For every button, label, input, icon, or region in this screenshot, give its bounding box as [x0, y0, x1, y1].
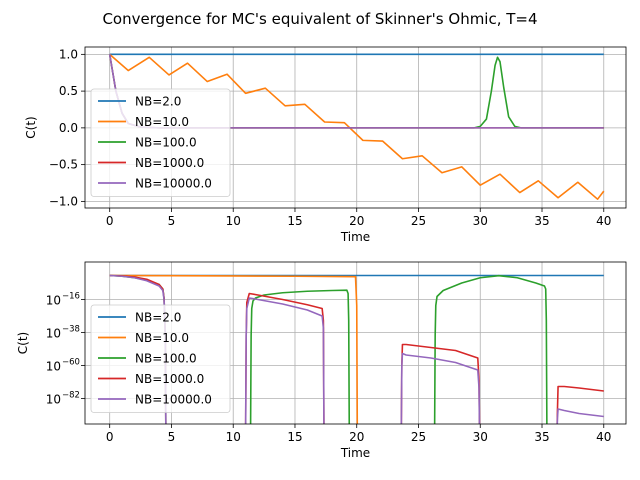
legend-entry-4: NB=10000.0: [135, 393, 212, 407]
x-axis-label: Time: [340, 446, 370, 460]
legend-entry-0: NB=2.0: [135, 95, 181, 109]
x-tick-label: 10: [226, 214, 241, 228]
x-tick-label: 35: [534, 214, 549, 228]
series-line-4: [109, 274, 604, 424]
y-axis-label: C(t): [16, 332, 30, 354]
y-tick-label-exponent: −38: [62, 325, 80, 335]
legend-entry-0: NB=2.0: [135, 311, 181, 325]
legend-box: [90, 304, 231, 413]
y-tick-label: 0.5: [59, 84, 78, 98]
axes-frame: [84, 261, 627, 425]
x-axis-label: Time: [340, 230, 370, 244]
x-tick-label: 20: [349, 430, 364, 444]
legend-entry-2: NB=100.0: [135, 352, 197, 366]
x-tick-label: 15: [287, 430, 302, 444]
x-tick-label: 35: [534, 430, 549, 444]
x-tick-label: 30: [473, 214, 488, 228]
y-tick-label-base: 10: [46, 294, 61, 308]
y-tick-label-exponent: −82: [62, 391, 80, 401]
y-tick-label: 1.0: [59, 47, 78, 61]
x-tick-label: 15: [287, 214, 302, 228]
y-tick-label-base: 10: [46, 393, 61, 407]
legend: NB=2.0 NB=10.0 NB=100.0 NB=1000.0 NB=10000.0: [90, 88, 231, 197]
figure-title: Convergence for MC's equivalent of Skinn…: [102, 10, 537, 28]
y-tick-label-exponent: −60: [62, 358, 80, 368]
legend-entry-1: NB=10.0: [135, 331, 189, 345]
legend-box: [90, 88, 231, 197]
series-line-1: [109, 274, 359, 424]
x-tick-label: 5: [168, 430, 176, 444]
legend-entry-1: NB=10.0: [135, 115, 189, 129]
y-tick-label: −1.0: [49, 194, 78, 208]
legend-entry-3: NB=1000.0: [135, 372, 204, 386]
x-tick-label: 0: [106, 430, 114, 444]
x-tick-label: 5: [168, 214, 176, 228]
y-tick-label-base: 10: [46, 360, 61, 374]
x-tick-label: 40: [596, 214, 611, 228]
series-line-1: [109, 53, 605, 200]
legend-entry-2: NB=100.0: [135, 136, 197, 150]
legend: NB=2.0 NB=10.0 NB=100.0 NB=1000.0 NB=10000.0: [90, 304, 231, 413]
top-axes: 0 5 10 15 20 25 30 35 40 −1.0 −0.5 0.0 0.5 1.0 Time C(t…: [24, 46, 627, 244]
x-tick-label: 10: [226, 430, 241, 444]
x-tick-label: 20: [349, 214, 364, 228]
legend-entry-4: NB=10000.0: [135, 177, 212, 191]
x-tick-label: 30: [473, 430, 488, 444]
legend-entry-3: NB=1000.0: [135, 156, 204, 170]
y-tick-label: −0.5: [49, 158, 78, 172]
series-line-3: [109, 274, 604, 424]
y-tick-label-base: 10: [46, 327, 61, 341]
y-tick-label-exponent: −16: [62, 292, 80, 302]
y-tick-label: 0.0: [59, 121, 78, 135]
x-tick-label: 40: [596, 430, 611, 444]
x-tick-label: 25: [411, 430, 426, 444]
x-tick-label: 0: [106, 214, 114, 228]
y-axis-label: C(t): [24, 116, 38, 138]
x-tick-label: 25: [411, 214, 426, 228]
